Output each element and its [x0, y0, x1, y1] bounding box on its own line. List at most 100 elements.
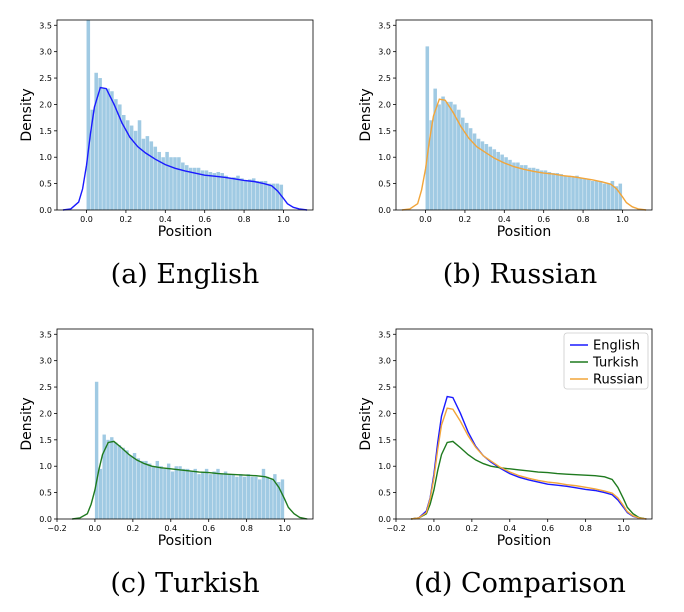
chart-comparison: −0.2 0.0 0.2 0.4 0.6 0.8 1.00.00.51.01.52.02.5… — [358, 328, 653, 599]
x-tick-label: 0.2 — [126, 524, 139, 533]
x-tick-label: 0.4 — [503, 524, 516, 533]
histogram-bar — [178, 466, 182, 519]
histogram-bar — [216, 468, 220, 519]
histogram-bar — [200, 170, 205, 210]
histogram-bar — [425, 46, 430, 211]
histogram-bar — [121, 115, 126, 210]
histogram-bar — [189, 471, 194, 519]
x-tick-label: 0.0 — [419, 215, 432, 224]
histogram-bar — [567, 175, 571, 210]
histogram-bar — [161, 157, 165, 210]
x-tick-label: 0.4 — [498, 215, 511, 224]
y-tick-label: 2.0 — [39, 100, 52, 109]
histogram-bar — [547, 172, 552, 210]
histogram-bar — [185, 165, 189, 210]
x-tick-label: 0.6 — [202, 524, 215, 533]
histogram-bar — [166, 463, 171, 519]
histogram-bar — [141, 138, 146, 210]
histogram-bar — [98, 468, 103, 519]
density-line-english — [62, 86, 308, 211]
histogram-bar — [144, 460, 148, 519]
histogram-bar — [106, 88, 110, 210]
histogram-bar — [259, 180, 264, 210]
legend-label: Russian — [593, 373, 643, 388]
histogram-bar — [129, 455, 133, 519]
x-tick-label: 0.2 — [465, 524, 478, 533]
x-axis-title: Position — [158, 224, 213, 240]
x-axis-title: Position — [497, 224, 552, 240]
histogram-bar — [157, 151, 161, 210]
y-tick-label: 2.5 — [39, 383, 52, 392]
histogram-bar — [201, 471, 205, 519]
x-tick-label: 0.6 — [541, 524, 554, 533]
histogram-bar — [102, 88, 106, 210]
histogram-bar — [460, 117, 465, 210]
histogram-bar — [555, 173, 560, 210]
histogram-bar — [212, 173, 217, 210]
histogram-bar — [472, 133, 477, 210]
x-tick-label: 0.8 — [240, 524, 253, 533]
y-tick-label: 1.5 — [39, 436, 52, 445]
histogram-bar — [535, 168, 540, 210]
histogram-bar — [273, 474, 277, 519]
histogram-bar — [94, 72, 98, 211]
histogram-bar — [240, 178, 244, 210]
y-axis-title: Density — [19, 397, 35, 450]
histogram-bar — [149, 141, 154, 210]
histogram-bar — [610, 180, 615, 210]
y-tick-label: 0.5 — [39, 180, 52, 189]
histogram-bar — [220, 173, 224, 210]
panel-caption: (c) Turkish — [110, 568, 259, 599]
x-tick-label: 1.0 — [278, 524, 291, 533]
histogram-bar — [445, 101, 449, 210]
histogram-bar — [437, 104, 441, 210]
histogram-bar — [453, 104, 457, 210]
histogram-bar — [106, 439, 110, 519]
x-tick-label: 0.2 — [459, 215, 472, 224]
histogram-bar — [113, 442, 118, 519]
histogram-bar — [132, 453, 137, 519]
histogram-bar — [169, 157, 173, 210]
y-tick-label: 2.0 — [378, 409, 391, 418]
histogram-bar — [254, 476, 258, 519]
y-tick-label: 0.0 — [378, 206, 391, 215]
histogram-bar — [457, 109, 461, 210]
histogram-bar — [429, 120, 434, 210]
histogram-bar — [174, 466, 178, 519]
histogram-bar — [235, 476, 239, 519]
histogram-bar — [492, 149, 497, 210]
axes-frame — [395, 19, 653, 211]
x-tick-label: 0.6 — [198, 215, 211, 224]
x-tick-label: 1.0 — [277, 215, 290, 224]
histogram-bar — [587, 179, 591, 210]
histogram-bar — [248, 179, 252, 210]
histogram-bar — [244, 180, 248, 210]
histogram-bar — [571, 177, 575, 210]
histogram-bar — [133, 130, 138, 210]
histogram-bar — [140, 460, 144, 519]
histogram-bar — [204, 170, 209, 210]
histogram-bar — [182, 468, 186, 519]
histogram-bar — [114, 99, 118, 210]
x-tick-label: 0.0 — [80, 215, 93, 224]
histogram-bar — [242, 476, 247, 519]
histogram-bar — [602, 183, 607, 210]
y-tick-label: 3.0 — [378, 48, 391, 57]
histogram-bar — [614, 186, 619, 210]
y-tick-label: 1.5 — [378, 127, 391, 136]
histogram-bar — [269, 479, 273, 519]
axes-frame — [395, 328, 653, 520]
chart-turkish: −0.2 0.0 0.2 0.4 0.6 0.8 1.00.00.51.01.52.02.5… — [19, 328, 314, 599]
histogram-bar — [224, 175, 228, 210]
y-tick-label: 1.0 — [378, 462, 391, 471]
histogram-bar — [590, 180, 595, 210]
histogram-bar — [125, 120, 130, 210]
y-tick-label: 2.0 — [39, 409, 52, 418]
panel-caption: (b) Russian — [443, 259, 598, 290]
histogram-bar — [145, 136, 150, 210]
axes-frame — [56, 328, 314, 520]
x-tick-label: 1.0 — [617, 524, 630, 533]
x-tick-label: 1.0 — [616, 215, 629, 224]
histogram-bar — [618, 183, 623, 210]
